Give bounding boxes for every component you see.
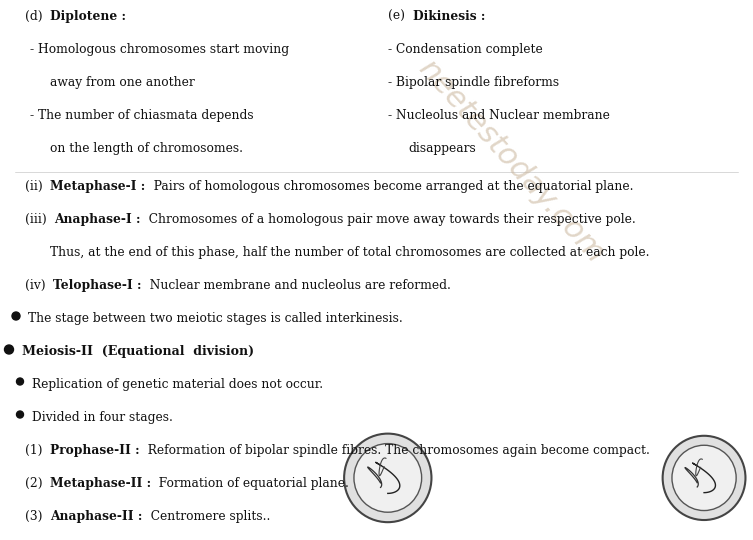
- Text: (3): (3): [25, 510, 50, 523]
- Text: - Homologous chromosomes start moving: - Homologous chromosomes start moving: [30, 43, 289, 56]
- Text: (e): (e): [388, 10, 413, 23]
- Text: - Bipolar spindle fibreforms: - Bipolar spindle fibreforms: [388, 76, 559, 89]
- Text: (1): (1): [25, 444, 50, 457]
- Text: neetestoday.com: neetestoday.com: [413, 55, 611, 269]
- Text: disappears: disappears: [408, 142, 476, 155]
- Text: The stage between two meiotic stages is called interkinesis.: The stage between two meiotic stages is …: [28, 312, 403, 325]
- Text: Metaphase-II :: Metaphase-II :: [50, 477, 151, 490]
- Text: - Condensation complete: - Condensation complete: [388, 43, 543, 56]
- Text: (ii): (ii): [25, 180, 50, 193]
- Text: Thus, at the end of this phase, half the number of total chromosomes are collect: Thus, at the end of this phase, half the…: [50, 246, 650, 259]
- Text: Meiosis-II  (Equational  division): Meiosis-II (Equational division): [22, 345, 254, 358]
- Ellipse shape: [354, 443, 422, 512]
- Text: Anaphase-II :: Anaphase-II :: [50, 510, 142, 523]
- Text: away from one another: away from one another: [50, 76, 195, 89]
- Text: (d): (d): [25, 10, 50, 23]
- Text: Chromosomes of a homologous pair move away towards their respective pole.: Chromosomes of a homologous pair move aw…: [141, 213, 636, 226]
- Text: Nuclear membrane and nucleolus are reformed.: Nuclear membrane and nucleolus are refor…: [142, 279, 451, 292]
- Ellipse shape: [672, 446, 736, 510]
- Text: on the length of chromosomes.: on the length of chromosomes.: [50, 142, 243, 155]
- Text: Dikinesis :: Dikinesis :: [413, 10, 485, 23]
- Text: (iv): (iv): [25, 279, 53, 292]
- Ellipse shape: [663, 436, 745, 520]
- Circle shape: [5, 345, 14, 354]
- Text: Prophase-II :: Prophase-II :: [50, 444, 140, 457]
- Ellipse shape: [344, 434, 431, 522]
- Text: (iii): (iii): [25, 213, 54, 226]
- Text: Divided in four stages.: Divided in four stages.: [32, 411, 173, 424]
- Text: Centromere splits..: Centromere splits..: [142, 510, 270, 523]
- Circle shape: [17, 378, 23, 385]
- Text: Telophase-I :: Telophase-I :: [53, 279, 142, 292]
- Text: Diplotene :: Diplotene :: [50, 10, 127, 23]
- Text: Pairs of homologous chromosomes become arranged at the equatorial plane.: Pairs of homologous chromosomes become a…: [146, 180, 633, 193]
- Text: (2): (2): [25, 477, 50, 490]
- Text: Metaphase-I :: Metaphase-I :: [50, 180, 146, 193]
- Circle shape: [12, 312, 20, 320]
- Text: Anaphase-I :: Anaphase-I :: [54, 213, 141, 226]
- Text: Reformation of bipolar spindle fibres. The chromosomes again become compact.: Reformation of bipolar spindle fibres. T…: [140, 444, 650, 457]
- Text: - Nucleolus and Nuclear membrane: - Nucleolus and Nuclear membrane: [388, 109, 610, 122]
- Text: - The number of chiasmata depends: - The number of chiasmata depends: [30, 109, 254, 122]
- Text: Replication of genetic material does not occur.: Replication of genetic material does not…: [32, 378, 323, 391]
- Circle shape: [17, 411, 23, 418]
- Text: Formation of equatorial plane.: Formation of equatorial plane.: [151, 477, 349, 490]
